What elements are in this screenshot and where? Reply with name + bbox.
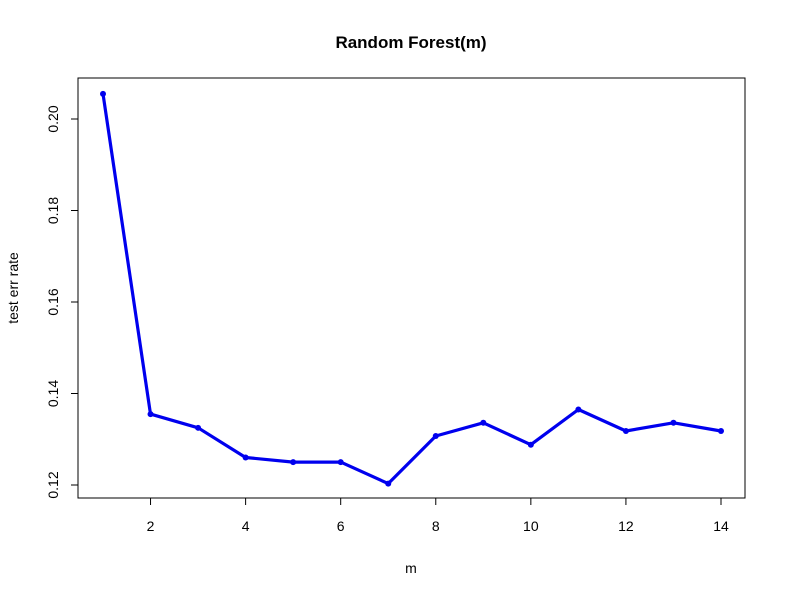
x-tick-label: 14: [713, 518, 729, 534]
data-point: [337, 459, 344, 466]
data-point: [718, 428, 724, 435]
x-axis: 2 4 6 8 10 12 14: [147, 497, 729, 534]
data-point: [480, 419, 487, 426]
chart-title: Random Forest(m): [335, 33, 486, 52]
plot-frame: [77, 77, 746, 499]
data-point: [147, 411, 154, 418]
y-tick-label: 0.20: [45, 105, 61, 132]
x-axis-label: m: [405, 560, 417, 576]
data-point: [527, 441, 534, 448]
data-point: [670, 419, 677, 426]
x-tick-label: 8: [432, 518, 440, 534]
y-tick-label: 0.12: [45, 471, 61, 498]
data-point: [195, 424, 202, 431]
x-tick-label: 6: [337, 518, 345, 534]
data-point: [575, 406, 582, 413]
x-tick-label: 4: [242, 518, 250, 534]
data-point: [242, 454, 249, 461]
series-line-group: [100, 90, 724, 487]
series-line: [101, 92, 723, 486]
y-tick-label: 0.16: [45, 288, 61, 315]
y-axis-label: test err rate: [5, 252, 21, 324]
x-tick-label: 12: [618, 518, 634, 534]
data-point: [385, 480, 392, 487]
x-tick-label: 10: [523, 518, 539, 534]
data-point: [432, 433, 439, 440]
data-point: [290, 459, 297, 466]
data-point: [622, 428, 629, 435]
y-tick-label: 0.14: [45, 380, 61, 407]
x-tick-label: 2: [147, 518, 155, 534]
y-axis: 0.12 0.14 0.16 0.18 0.20: [45, 105, 79, 499]
y-tick-label: 0.18: [45, 197, 61, 224]
data-point: [100, 90, 106, 97]
